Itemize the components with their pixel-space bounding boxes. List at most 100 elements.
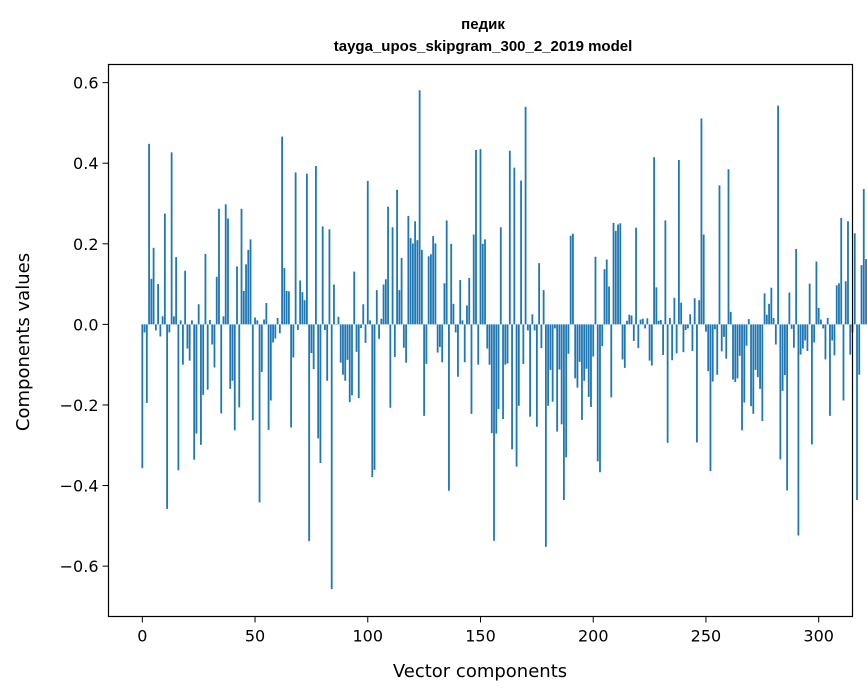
bar	[186, 324, 189, 349]
bar	[662, 324, 665, 355]
bar	[432, 236, 435, 325]
bar	[578, 324, 581, 362]
bar	[150, 278, 153, 325]
bar	[811, 324, 813, 445]
bar	[581, 324, 583, 420]
bar	[860, 265, 863, 325]
bar	[166, 324, 169, 509]
bar	[168, 324, 171, 333]
bar	[752, 324, 755, 414]
bar	[515, 324, 518, 467]
bar	[617, 224, 619, 325]
bar	[145, 324, 148, 403]
bar	[339, 324, 342, 363]
bar	[434, 243, 437, 325]
bar	[653, 157, 655, 325]
bar	[815, 261, 818, 325]
bar	[565, 324, 568, 458]
bar	[585, 324, 588, 369]
bar	[526, 324, 529, 331]
bar	[278, 324, 281, 334]
bar	[402, 324, 405, 348]
bar	[182, 324, 184, 365]
bar	[231, 324, 234, 381]
bar	[211, 324, 214, 345]
bar	[790, 324, 793, 329]
bar	[405, 324, 407, 363]
bar	[414, 221, 417, 325]
bar	[258, 324, 261, 503]
bar	[702, 234, 705, 325]
bar	[272, 324, 274, 343]
bar	[143, 324, 146, 333]
bar	[407, 216, 410, 325]
bar	[233, 324, 236, 431]
bar	[511, 324, 513, 450]
bar	[461, 320, 464, 325]
bar	[328, 229, 331, 325]
bar	[360, 324, 362, 329]
bar	[364, 324, 367, 343]
bar	[792, 324, 795, 348]
bar	[290, 324, 293, 428]
bar	[416, 240, 419, 325]
bar	[439, 324, 441, 347]
bar	[321, 226, 324, 325]
bar	[689, 314, 692, 325]
bar	[729, 311, 732, 325]
bar	[312, 324, 315, 370]
bar	[745, 324, 748, 346]
bar	[508, 150, 511, 325]
bar	[326, 324, 329, 381]
bar	[786, 324, 789, 491]
bar	[590, 324, 592, 407]
bar	[213, 324, 216, 368]
bar	[569, 235, 572, 325]
bar	[711, 324, 714, 382]
bar	[804, 324, 807, 341]
x-tick-label: 50	[245, 627, 265, 646]
bar	[265, 303, 268, 325]
bar	[141, 324, 144, 469]
y-tick-label: −0.6	[60, 557, 99, 576]
bar	[641, 318, 644, 325]
bar	[838, 283, 840, 325]
bar	[294, 172, 297, 325]
bar	[296, 324, 299, 331]
bar	[736, 324, 739, 379]
bar	[714, 324, 716, 330]
bar	[806, 324, 809, 351]
y-tick-label: −0.2	[60, 396, 99, 415]
bar	[824, 324, 827, 360]
bar	[373, 324, 376, 470]
bar	[148, 143, 150, 325]
bar	[659, 319, 662, 325]
bar	[610, 324, 613, 398]
bar	[829, 324, 831, 416]
bar	[463, 324, 466, 363]
y-tick-label: 0.4	[73, 154, 98, 173]
bar	[285, 290, 288, 325]
bar	[287, 291, 290, 325]
bar	[680, 302, 683, 325]
bar	[820, 319, 822, 325]
bar	[457, 324, 459, 377]
bar	[324, 324, 326, 331]
bar	[844, 281, 847, 325]
y-tick-label: −0.4	[60, 477, 99, 496]
bar	[835, 285, 838, 325]
bar	[357, 324, 360, 399]
bar	[420, 249, 423, 325]
bar	[614, 230, 617, 325]
bar	[529, 324, 531, 417]
bar	[628, 314, 631, 325]
bar	[276, 317, 279, 325]
bar	[499, 227, 502, 325]
bar	[227, 218, 229, 325]
bar	[159, 324, 162, 337]
bar	[204, 253, 207, 325]
bar	[668, 317, 671, 325]
bar	[797, 324, 800, 536]
bar	[865, 259, 867, 325]
bar	[554, 324, 556, 329]
